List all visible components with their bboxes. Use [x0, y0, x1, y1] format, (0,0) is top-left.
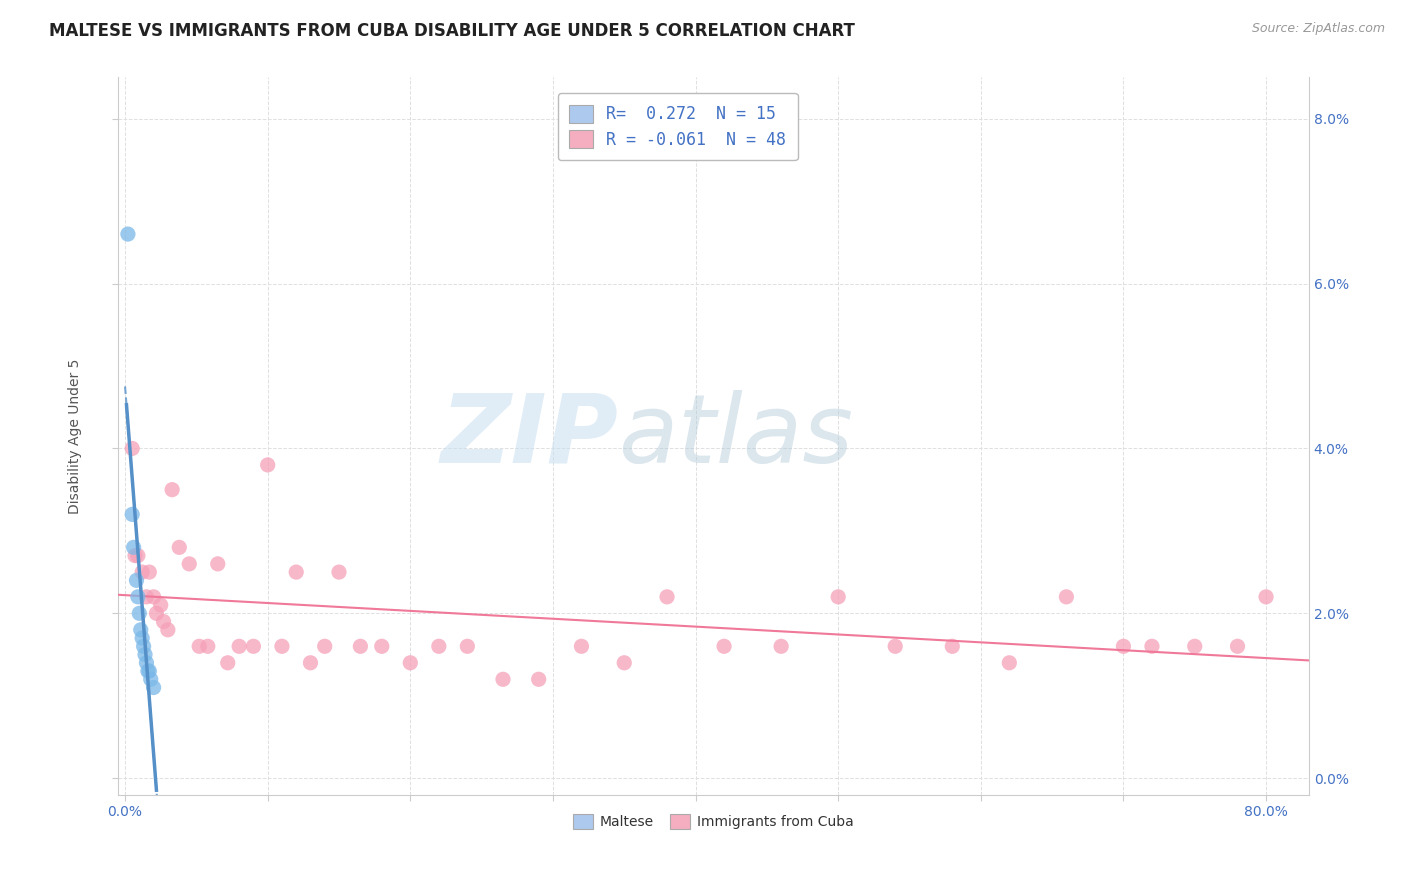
Point — [122, 541, 145, 555]
Point — [655, 590, 678, 604]
Point — [160, 483, 183, 497]
Point — [1140, 640, 1163, 654]
Point — [188, 640, 211, 654]
Point — [197, 640, 219, 654]
Point — [145, 607, 167, 621]
Point — [138, 664, 160, 678]
Point — [142, 681, 165, 695]
Point — [242, 640, 264, 654]
Point — [132, 640, 155, 654]
Point — [156, 623, 179, 637]
Point — [121, 508, 143, 522]
Text: atlas: atlas — [619, 390, 853, 483]
Point — [136, 664, 159, 678]
Point — [127, 590, 149, 604]
Point — [827, 590, 849, 604]
Point — [1184, 640, 1206, 654]
Point — [1112, 640, 1135, 654]
Point — [399, 656, 422, 670]
Legend: Maltese, Immigrants from Cuba: Maltese, Immigrants from Cuba — [568, 808, 859, 834]
Point — [149, 598, 172, 612]
Point — [131, 565, 153, 579]
Point — [371, 640, 394, 654]
Point — [228, 640, 250, 654]
Point — [527, 673, 550, 687]
Text: MALTESE VS IMMIGRANTS FROM CUBA DISABILITY AGE UNDER 5 CORRELATION CHART: MALTESE VS IMMIGRANTS FROM CUBA DISABILI… — [49, 22, 855, 40]
Text: Source: ZipAtlas.com: Source: ZipAtlas.com — [1251, 22, 1385, 36]
Point — [121, 442, 143, 456]
Point — [152, 615, 174, 629]
Point — [299, 656, 322, 670]
Point — [328, 565, 350, 579]
Point — [127, 549, 149, 563]
Point — [138, 565, 160, 579]
Point — [125, 574, 148, 588]
Point — [124, 549, 146, 563]
Y-axis label: Disability Age Under 5: Disability Age Under 5 — [69, 359, 82, 514]
Point — [456, 640, 478, 654]
Point — [134, 648, 156, 662]
Point — [135, 590, 157, 604]
Point — [1254, 590, 1277, 604]
Point — [117, 227, 139, 241]
Point — [427, 640, 450, 654]
Point — [139, 673, 162, 687]
Point — [492, 673, 515, 687]
Point — [770, 640, 793, 654]
Point — [314, 640, 336, 654]
Point — [1226, 640, 1249, 654]
Point — [884, 640, 907, 654]
Point — [128, 607, 150, 621]
Point — [271, 640, 294, 654]
Point — [349, 640, 371, 654]
Point — [131, 631, 153, 645]
Point — [207, 557, 229, 571]
Point — [571, 640, 593, 654]
Point — [129, 623, 152, 637]
Point — [142, 590, 165, 604]
Point — [1054, 590, 1077, 604]
Point — [217, 656, 239, 670]
Point — [256, 458, 278, 472]
Point — [179, 557, 201, 571]
Point — [941, 640, 963, 654]
Point — [167, 541, 190, 555]
Point — [613, 656, 636, 670]
Point — [285, 565, 308, 579]
Point — [998, 656, 1021, 670]
Point — [713, 640, 735, 654]
Text: ZIP: ZIP — [440, 390, 619, 483]
Point — [135, 656, 157, 670]
